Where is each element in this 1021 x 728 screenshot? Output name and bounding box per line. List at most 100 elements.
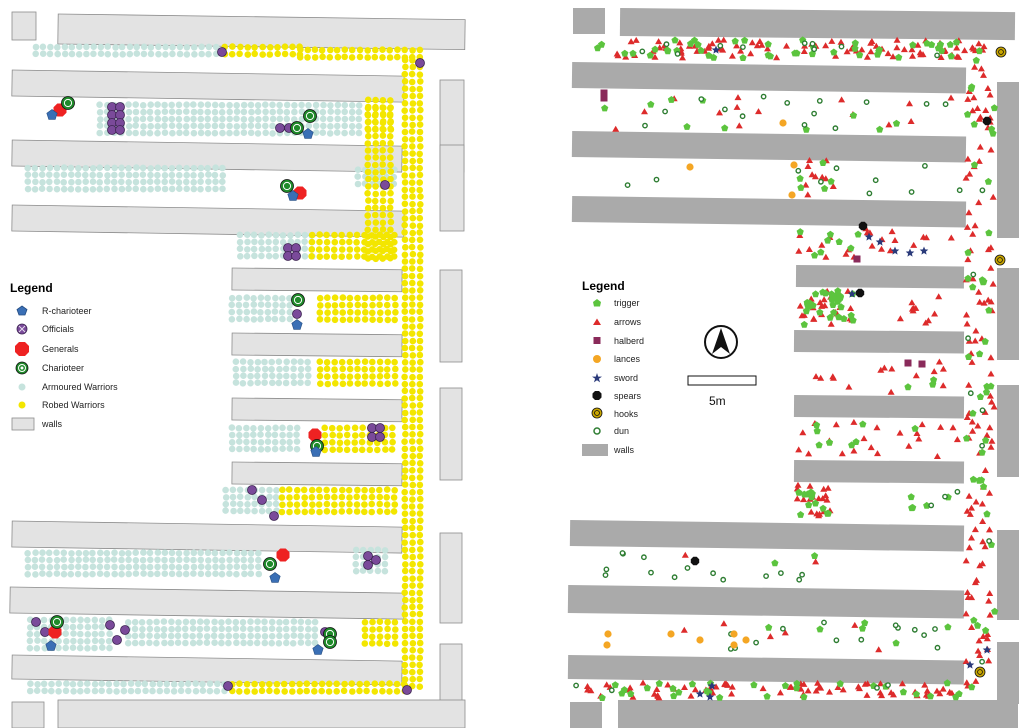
armoured-warrior xyxy=(236,315,243,323)
armoured-warrior xyxy=(96,109,104,116)
trigger-pentagon-icon xyxy=(800,693,808,701)
armoured-warrior xyxy=(38,171,46,178)
dun-ring-icon xyxy=(603,566,610,573)
armoured-warrior xyxy=(236,231,244,239)
armoured-warrior xyxy=(237,252,244,260)
armoured-warrior xyxy=(197,101,205,108)
armoured-warrior xyxy=(286,431,293,439)
robed-warrior xyxy=(408,243,416,251)
trigger-pentagon-icon xyxy=(815,441,823,449)
dun-ring-icon xyxy=(866,190,873,197)
armoured-warrior xyxy=(105,680,113,688)
dun-ring-icon xyxy=(619,550,626,556)
robed-warrior xyxy=(316,231,324,238)
trigger-pentagon-icon xyxy=(982,626,990,634)
trigger-pentagon-icon xyxy=(805,501,813,509)
robed-warrior xyxy=(279,501,286,509)
armoured-warrior xyxy=(62,687,70,695)
robed-warrior xyxy=(401,272,409,280)
armoured-warrior xyxy=(261,639,269,647)
arrow-triangle-icon xyxy=(976,113,984,120)
robed-warrior xyxy=(285,486,293,493)
armoured-warrior xyxy=(203,639,211,646)
armoured-warrior xyxy=(183,101,190,108)
robed-warrior xyxy=(409,560,416,568)
armoured-warrior xyxy=(250,231,258,239)
legend-label: Generals xyxy=(42,344,79,354)
armoured-warrior xyxy=(247,365,255,373)
armoured-warrior xyxy=(247,379,254,387)
robed-warrior xyxy=(372,169,379,176)
armoured-warrior xyxy=(24,171,32,178)
arrow-triangle-icon xyxy=(968,534,975,541)
armoured-warrior xyxy=(286,295,293,302)
armoured-warrior xyxy=(272,424,279,432)
armoured-warrior xyxy=(219,563,226,571)
armoured-warrior xyxy=(161,172,169,179)
legend-item-lances: lances xyxy=(593,354,641,364)
robed-warrior xyxy=(416,531,424,539)
armoured-warrior xyxy=(68,43,76,51)
arrow-triangle-icon xyxy=(949,424,957,431)
halberd-square-icon xyxy=(853,255,861,263)
armoured-warrior xyxy=(248,108,255,116)
wall xyxy=(793,459,965,484)
arrow-triangle-icon xyxy=(878,692,886,699)
armoured-warrior xyxy=(203,633,211,640)
robed-warrior xyxy=(389,431,396,439)
robed-warrior xyxy=(369,301,376,309)
robed-warrior xyxy=(401,236,409,243)
arrow-triangle-icon xyxy=(839,686,847,693)
armoured-warrior xyxy=(204,549,212,557)
dun-ring-icon xyxy=(662,108,668,115)
armoured-warrior xyxy=(286,438,293,446)
halberd-square-icon xyxy=(600,94,608,102)
robed-warrior xyxy=(409,279,416,287)
armoured-warrior xyxy=(205,171,212,178)
robed-warrior xyxy=(361,632,369,640)
robed-warrior xyxy=(358,438,366,446)
armoured-warrior xyxy=(154,570,161,578)
armoured-warrior xyxy=(142,687,149,695)
armoured-warrior xyxy=(183,115,191,123)
armoured-warrior xyxy=(258,507,266,515)
robed-warrior xyxy=(401,359,409,366)
armoured-warrior xyxy=(352,567,360,575)
wall xyxy=(439,269,463,363)
armoured-warrior xyxy=(244,501,251,508)
robed-warrior xyxy=(408,589,416,597)
armoured-warrior xyxy=(132,171,140,179)
robed-warrior xyxy=(409,214,417,222)
armoured-warrior xyxy=(61,50,69,58)
armoured-warrior xyxy=(374,546,382,553)
arrow-triangle-icon xyxy=(873,424,881,431)
robed-warrior xyxy=(401,467,409,474)
armoured-warrior xyxy=(60,556,67,563)
armoured-warrior xyxy=(212,115,219,123)
trigger-pentagon-icon xyxy=(829,301,837,308)
dun-ring-icon xyxy=(979,407,986,414)
robed-warrior xyxy=(348,680,356,687)
arrow-triangle-icon xyxy=(875,646,883,653)
sword-star-icon xyxy=(875,237,885,246)
robed-warrior xyxy=(341,46,349,53)
arrow-triangle-icon xyxy=(818,173,826,180)
armoured-warrior xyxy=(228,431,236,439)
armoured-warrior xyxy=(283,639,290,647)
wall xyxy=(231,397,403,423)
arrow-triangle-icon xyxy=(964,155,972,162)
sword-star-icon xyxy=(711,45,721,54)
armoured-warrior xyxy=(182,563,190,571)
legend-label: hooks xyxy=(614,409,639,419)
trigger-pentagon-icon xyxy=(972,56,980,64)
armoured-warrior xyxy=(54,50,61,58)
robed-warrior xyxy=(409,416,417,424)
armoured-warrior xyxy=(174,639,182,646)
official-crossed-circle-icon xyxy=(363,551,373,561)
armoured-warrior xyxy=(233,563,241,570)
armoured-warrior xyxy=(133,50,141,57)
robed-warrior xyxy=(259,51,267,58)
robed-warrior xyxy=(339,238,346,246)
armoured-warrior xyxy=(298,108,306,115)
robed-warrior xyxy=(316,238,323,246)
